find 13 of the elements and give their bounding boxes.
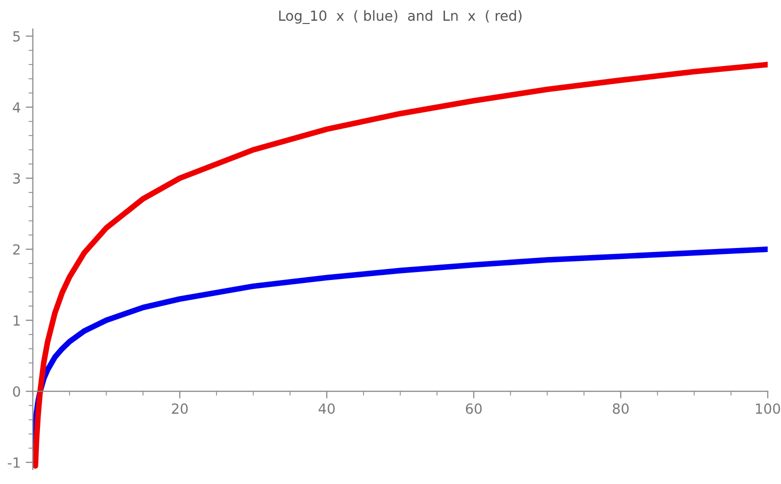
y-tick-label: -1 [8, 458, 20, 468]
y-tick-label: 3 [13, 173, 20, 184]
x-tick-label: 60 [466, 403, 482, 414]
x-tick-label: 20 [172, 403, 188, 414]
chart-title: Log_10 x ( blue) and Ln x ( red) [279, 10, 522, 24]
y-tick-label: 1 [14, 315, 20, 326]
y-tick-label: 4 [12, 102, 20, 112]
y-tick-label: 0 [13, 386, 20, 397]
x-tick-label: 40 [318, 403, 335, 414]
x-tick-label: 100 [756, 403, 780, 414]
y-tick-label: 5 [13, 31, 20, 42]
y-tick-label: 2 [13, 244, 20, 255]
x-tick-label: 80 [612, 403, 629, 414]
